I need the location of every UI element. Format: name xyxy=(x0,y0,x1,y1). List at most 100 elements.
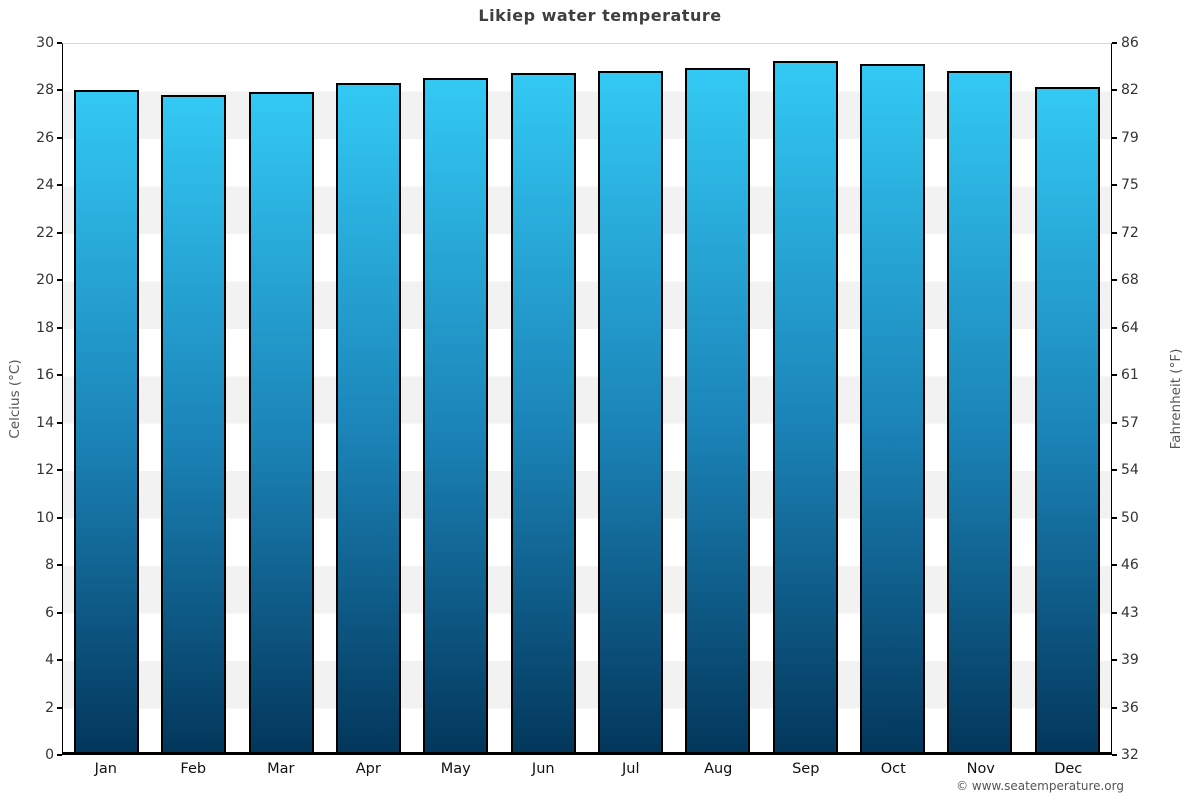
y-tick-left-2: 2 xyxy=(45,699,54,716)
bar-cell-apr xyxy=(325,44,412,752)
tickmark-right-57 xyxy=(1112,421,1117,424)
bar-sep xyxy=(772,61,838,752)
plot-area xyxy=(62,43,1112,755)
y-tick-right-36: 36 xyxy=(1121,699,1139,716)
x-label-jul: Jul xyxy=(622,761,640,777)
tickmark-left-4 xyxy=(57,659,62,662)
bar-cell-feb xyxy=(150,44,237,752)
bar-jan xyxy=(74,89,140,752)
bar-cell-dec xyxy=(1024,44,1111,752)
x-label-nov: Nov xyxy=(966,761,995,777)
y-axis-label-celsius: Celcius (°C) xyxy=(7,359,23,439)
tickmark-right-64 xyxy=(1112,326,1117,329)
x-label-oct: Oct xyxy=(880,761,906,777)
bar-apr xyxy=(336,82,402,752)
bar-may xyxy=(423,77,489,752)
y-tick-right-86: 86 xyxy=(1121,35,1139,51)
tickmark-right-39 xyxy=(1112,659,1117,662)
y-tick-right-75: 75 xyxy=(1121,177,1139,194)
bar-cell-jan xyxy=(63,44,150,752)
tickmark-left-26 xyxy=(57,136,62,139)
y-tick-left-22: 22 xyxy=(36,224,54,241)
y-tick-left-26: 26 xyxy=(36,129,54,146)
bar-aug xyxy=(685,68,751,752)
x-label-feb: Feb xyxy=(180,761,207,777)
y-tick-left-6: 6 xyxy=(45,604,54,621)
bar-mar xyxy=(248,92,314,752)
y-tick-right-46: 46 xyxy=(1121,557,1139,574)
y-tick-left-12: 12 xyxy=(36,462,54,479)
chart-title: Likiep water temperature xyxy=(478,6,722,25)
x-label-dec: Dec xyxy=(1054,761,1083,777)
bar-cell-mar xyxy=(238,44,325,752)
tickmark-right-75 xyxy=(1112,184,1117,187)
y-tick-right-79: 79 xyxy=(1121,129,1139,146)
tickmark-left-10 xyxy=(57,516,62,519)
bar-cell-jun xyxy=(500,44,587,752)
tickmark-right-43 xyxy=(1112,611,1117,614)
tickmark-left-12 xyxy=(57,469,62,472)
bar-cell-aug xyxy=(674,44,761,752)
bar-cell-may xyxy=(412,44,499,752)
y-tick-left-28: 28 xyxy=(36,82,54,99)
tickmark-left-24 xyxy=(57,184,62,187)
y-tick-right-68: 68 xyxy=(1121,272,1139,289)
y-tick-right-72: 72 xyxy=(1121,224,1139,241)
tickmark-right-82 xyxy=(1112,89,1117,92)
tickmark-left-14 xyxy=(57,421,62,424)
x-label-jun: Jun xyxy=(531,761,555,777)
x-label-sep: Sep xyxy=(792,761,820,777)
y-tick-left-8: 8 xyxy=(45,557,54,574)
x-label-apr: Apr xyxy=(355,761,381,777)
tickmark-left-28 xyxy=(57,89,62,92)
y-tick-left-10: 10 xyxy=(36,509,54,526)
tickmark-left-6 xyxy=(57,611,62,614)
bar-cell-oct xyxy=(849,44,936,752)
tickmark-left-30 xyxy=(57,42,62,44)
y-tick-right-82: 82 xyxy=(1121,82,1139,99)
x-axis-labels: Jan Feb Mar Apr May Jun Jul Aug Sep Oct Nov Dec xyxy=(62,761,1112,777)
tickmark-right-61 xyxy=(1112,374,1117,377)
bar-nov xyxy=(947,70,1013,752)
tickmark-right-36 xyxy=(1112,706,1117,709)
y-tick-left-16: 16 xyxy=(36,367,54,384)
y-tick-left-4: 4 xyxy=(45,652,54,669)
bar-dec xyxy=(1034,87,1100,752)
y-tick-right-54: 54 xyxy=(1121,462,1139,479)
tickmark-right-79 xyxy=(1112,136,1117,139)
x-label-may: May xyxy=(440,761,471,777)
y-tick-left-0: 0 xyxy=(45,747,54,763)
y-tick-right-57: 57 xyxy=(1121,414,1139,431)
y-tick-right-32: 32 xyxy=(1121,747,1139,763)
y-tick-right-50: 50 xyxy=(1121,509,1139,526)
tickmark-left-20 xyxy=(57,279,62,282)
x-label-jan: Jan xyxy=(94,761,117,777)
tickmark-left-22 xyxy=(57,231,62,234)
tickmark-left-16 xyxy=(57,374,62,377)
tickmark-right-46 xyxy=(1112,564,1117,567)
tickmark-left-2 xyxy=(57,706,62,709)
x-label-aug: Aug xyxy=(704,761,733,777)
tickmark-right-86 xyxy=(1112,42,1117,44)
y-tick-left-20: 20 xyxy=(36,272,54,289)
copyright-credit: © www.seatemperature.org xyxy=(956,779,1124,793)
bar-oct xyxy=(860,63,926,752)
tickmark-left-18 xyxy=(57,326,62,329)
bar-cell-sep xyxy=(762,44,849,752)
tickmark-right-68 xyxy=(1112,279,1117,282)
y-tick-left-24: 24 xyxy=(36,177,54,194)
bar-feb xyxy=(161,94,227,752)
x-label-mar: Mar xyxy=(267,761,295,777)
y-tick-right-39: 39 xyxy=(1121,652,1139,669)
bar-cell-jul xyxy=(587,44,674,752)
bar-cell-nov xyxy=(936,44,1023,752)
bar-jul xyxy=(598,70,664,752)
bar-jun xyxy=(510,73,576,752)
tickmark-right-50 xyxy=(1112,516,1117,519)
tickmark-left-0 xyxy=(57,754,62,756)
tickmark-right-54 xyxy=(1112,469,1117,472)
tickmark-left-8 xyxy=(57,564,62,567)
y-tick-right-61: 61 xyxy=(1121,367,1139,384)
y-tick-left-30: 30 xyxy=(36,35,54,51)
